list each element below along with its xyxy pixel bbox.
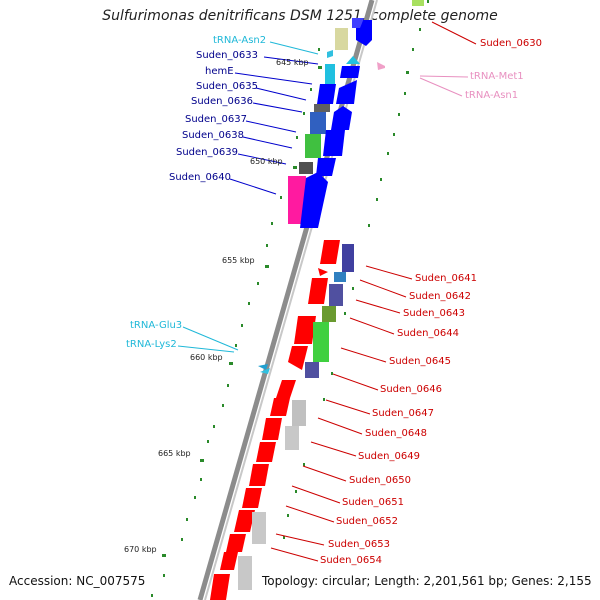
gene-suden-0651[interactable]: [242, 488, 262, 508]
gene-suden-0639-grey[interactable]: [299, 162, 313, 174]
gene-suden-0636[interactable]: [331, 106, 352, 130]
gene-suden-0645-green[interactable]: [313, 322, 329, 362]
gene-suden-0641[interactable]: [320, 240, 340, 264]
label-suden-0638[interactable]: Suden_0638: [182, 130, 244, 141]
gene-suden-0635[interactable]: [336, 80, 357, 104]
label-trna-glu3[interactable]: tRNA-Glu3: [130, 320, 183, 331]
leader-lines-left: [229, 56, 319, 195]
label-suden-0650[interactable]: Suden_0650: [349, 475, 411, 486]
gene-suden-0649[interactable]: [256, 442, 276, 462]
trna-cyan-arrow[interactable]: [346, 56, 360, 64]
gene-top-blue-2[interactable]: [352, 18, 364, 28]
gene-suden-0654[interactable]: [220, 552, 238, 570]
gene-suden-0643-purple[interactable]: [329, 284, 343, 306]
map-title: Sulfurimonas denitrificans DSM 1251, com…: [102, 8, 498, 24]
gene-suden-0654-grey[interactable]: [238, 556, 252, 590]
label-suden-0637[interactable]: Suden_0637: [185, 114, 247, 125]
label-suden-0645[interactable]: Suden_0645: [389, 356, 451, 367]
accession-label: Accession: NC_007575: [9, 574, 146, 588]
outer-dotted-track-right: [368, 0, 429, 227]
gene-suden-0645[interactable]: [288, 346, 308, 370]
gene-suden-0636-grey[interactable]: [314, 104, 330, 112]
gene-suden-0644[interactable]: [294, 316, 316, 344]
near-dotted-track: [283, 287, 354, 539]
trna-glu3-arrow[interactable]: [258, 364, 268, 370]
label-suden-0651[interactable]: Suden_0651: [342, 497, 404, 508]
label-suden-0653[interactable]: Suden_0653: [328, 539, 390, 550]
kbp-label-645: 645 kbp: [276, 58, 309, 67]
gene-bottom-red[interactable]: [210, 574, 230, 600]
gene-suden-0638[interactable]: [305, 134, 321, 158]
gene-suden-0640-pink[interactable]: [288, 176, 306, 224]
gene-suden-0633[interactable]: [340, 66, 360, 78]
gene-suden-0642[interactable]: [318, 268, 328, 276]
topology-label: Topology: circular; Length: 2,201,561 bp…: [262, 574, 592, 588]
kbp-label-665: 665 kbp: [158, 449, 191, 458]
label-suden-0641[interactable]: Suden_0641: [415, 273, 477, 284]
label-suden-0636[interactable]: Suden_0636: [191, 96, 253, 107]
label-trna-asn2[interactable]: tRNA-Asn2: [213, 35, 267, 46]
gene-suden-0647-grey[interactable]: [292, 400, 306, 426]
label-suden-0630[interactable]: Suden_0630: [480, 38, 542, 49]
gene-suden-0639[interactable]: [323, 130, 345, 156]
gene-suden-0652[interactable]: [234, 510, 255, 532]
label-trna-asn1[interactable]: tRNA-Asn1: [465, 90, 519, 101]
gene-suden-0644-olive[interactable]: [322, 306, 336, 322]
label-suden-0649[interactable]: Suden_0649: [358, 451, 420, 462]
label-suden-0633[interactable]: Suden_0633: [196, 50, 258, 61]
leader-lines-trna-left: [177, 41, 319, 353]
label-suden-0652[interactable]: Suden_0652: [336, 516, 398, 527]
label-suden-0648[interactable]: Suden_0648: [365, 428, 427, 439]
kbp-label-670: 670 kbp: [124, 545, 157, 554]
label-suden-0644[interactable]: Suden_0644: [397, 328, 459, 339]
label-suden-0646[interactable]: Suden_0646: [380, 384, 442, 395]
gene-suden-0640-small[interactable]: [316, 158, 336, 176]
trna-met1-arrow[interactable]: [377, 62, 385, 70]
gene-suden-0642-blue[interactable]: [334, 272, 346, 282]
gene-suden-0648-grey[interactable]: [285, 426, 299, 450]
gene-suden-0630[interactable]: [412, 0, 424, 6]
kbp-label-650: 650 kbp: [250, 157, 283, 166]
gene-suden-0641-purple[interactable]: [342, 244, 354, 272]
label-hemE[interactable]: hemE: [205, 66, 234, 77]
gene-top-khaki[interactable]: [335, 28, 348, 50]
gene-suden-0646-purple[interactable]: [305, 362, 319, 378]
label-suden-0654[interactable]: Suden_0654: [320, 555, 382, 566]
gene-suden-0646[interactable]: [276, 380, 296, 398]
label-suden-0635[interactable]: Suden_0635: [196, 81, 258, 92]
leader-lines-trna-right: [419, 75, 469, 97]
label-trna-lys2[interactable]: tRNA-Lys2: [126, 339, 177, 350]
kbp-tick-marks: [162, 66, 322, 557]
inner-dotted-track-left: [151, 48, 320, 597]
label-suden-0642[interactable]: Suden_0642: [409, 291, 471, 302]
leader-lines-right: [270, 21, 477, 562]
kbp-label-655: 655 kbp: [222, 256, 255, 265]
trna-asn2-mark[interactable]: [327, 50, 333, 58]
gene-suden-0647[interactable]: [270, 398, 290, 416]
gene-suden-0640[interactable]: [300, 172, 328, 228]
gene-hemE[interactable]: [317, 84, 336, 104]
kbp-label-660: 660 kbp: [190, 353, 223, 362]
gene-suden-0652-grey[interactable]: [252, 512, 266, 544]
label-suden-0640[interactable]: Suden_0640: [169, 172, 231, 183]
label-suden-0639[interactable]: Suden_0639: [176, 147, 238, 158]
trna-lys2-arrow[interactable]: [260, 368, 270, 374]
label-suden-0647[interactable]: Suden_0647: [372, 408, 434, 419]
label-trna-met1[interactable]: tRNA-Met1: [470, 71, 524, 82]
label-suden-0643[interactable]: Suden_0643: [403, 308, 465, 319]
gene-suden-0653[interactable]: [226, 534, 246, 552]
gene-suden-0648[interactable]: [262, 418, 282, 440]
gene-suden-0643[interactable]: [308, 278, 328, 304]
gene-suden-0650[interactable]: [249, 464, 269, 486]
gene-suden-0637[interactable]: [310, 112, 326, 134]
gene-cyan-block[interactable]: [325, 64, 335, 84]
